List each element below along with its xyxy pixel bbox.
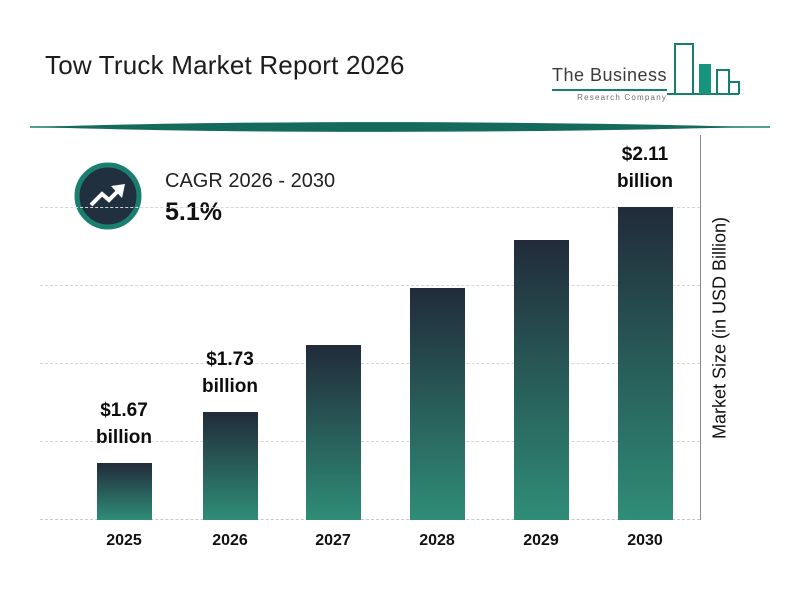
- gridline: [40, 207, 700, 208]
- bar-2028: [410, 288, 465, 520]
- value-unit: billion: [617, 171, 673, 192]
- trend-arrow-icon: [74, 162, 142, 230]
- bar-2030: [618, 207, 673, 520]
- logo-bars-icon: [667, 43, 741, 95]
- x-tick-2028: 2028: [419, 532, 455, 549]
- value-label-2025: $1.67 billion: [64, 397, 184, 451]
- value-amount: $2.11: [621, 144, 669, 165]
- gridline: [40, 285, 700, 286]
- x-tick-2029: 2029: [523, 532, 559, 549]
- page-title: Tow Truck Market Report 2026: [45, 50, 405, 80]
- value-amount: $1.67: [100, 400, 148, 421]
- bar-2027: [306, 345, 361, 520]
- value-label-2026: $1.73 billion: [170, 346, 290, 400]
- x-tick-2026: 2026: [212, 532, 248, 549]
- bar-2029: [514, 240, 569, 520]
- x-tick-2025: 2025: [106, 532, 142, 549]
- right-axis-line: [700, 135, 701, 520]
- company-logo: The Business Research Company: [552, 38, 745, 104]
- x-tick-2027: 2027: [315, 532, 351, 549]
- logo-text: The Business Research Company: [552, 65, 668, 104]
- cagr-label: CAGR 2026 - 2030: [165, 170, 336, 192]
- value-unit: billion: [202, 376, 258, 397]
- logo-name: The Business: [552, 65, 668, 91]
- bar-2025: [97, 463, 152, 520]
- logo-subtitle: Research Company: [577, 93, 668, 102]
- gridline: [40, 363, 700, 364]
- value-label-2030: $2.11 billion: [585, 141, 705, 195]
- bar-chart: $1.67 billion $1.73 billion $2.11 billio…: [40, 135, 701, 549]
- divider-line: [30, 122, 770, 132]
- y-axis-title: Market Size (in USD Billion): [709, 216, 730, 439]
- x-axis-baseline: [40, 519, 700, 520]
- gridline: [40, 441, 700, 442]
- value-amount: $1.73: [206, 349, 254, 370]
- value-unit: billion: [96, 427, 152, 448]
- x-tick-2030: 2030: [627, 532, 663, 549]
- cagr-block: CAGR 2026 - 2030 5.1%: [165, 170, 335, 227]
- bar-2026: [203, 412, 258, 520]
- cagr-value: 5.1%: [165, 198, 222, 226]
